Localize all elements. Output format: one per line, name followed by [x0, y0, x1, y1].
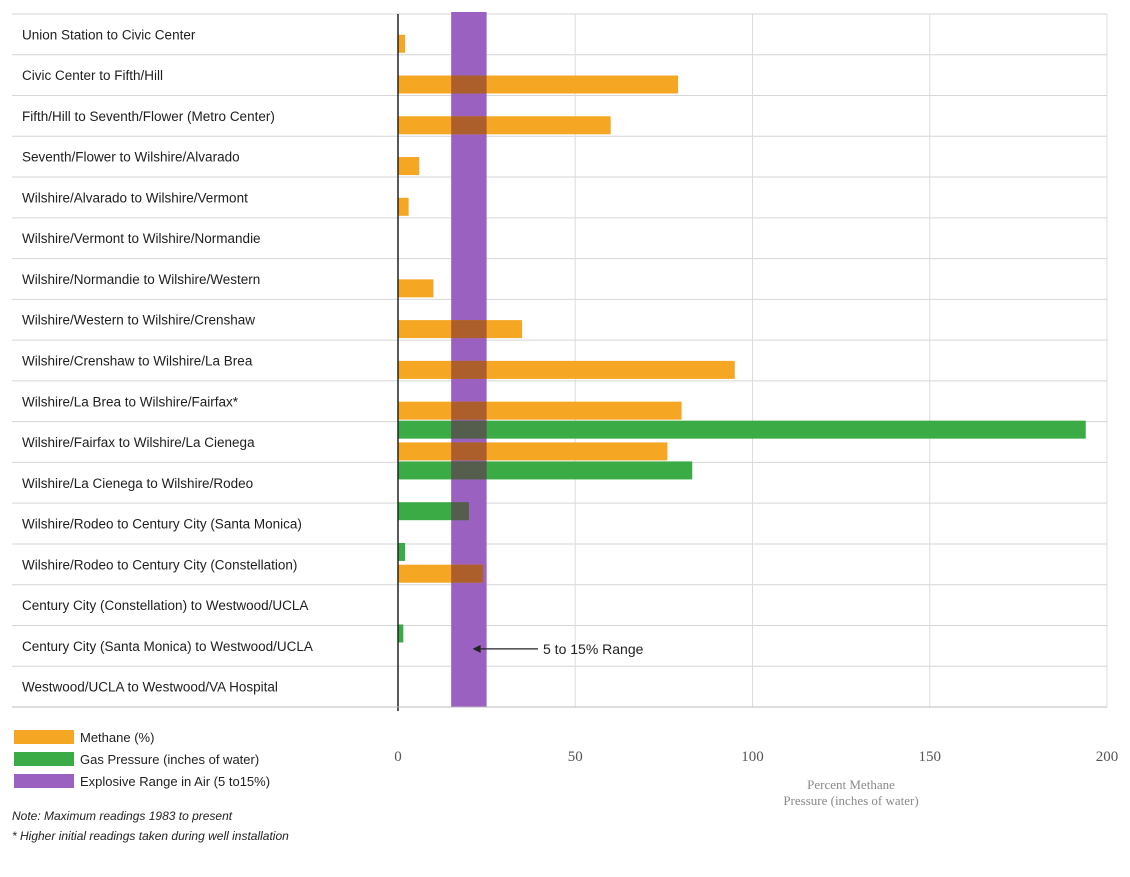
explosive-range-overlay: [451, 75, 487, 583]
category-label: Wilshire/Rodeo to Century City (Santa Mo…: [22, 517, 302, 532]
category-label: Wilshire/Western to Wilshire/Crenshaw: [22, 313, 255, 328]
category-label: Wilshire/La Cienega to Wilshire/Rodeo: [22, 476, 253, 491]
band-overlap: [451, 360, 487, 379]
x-tick-label: 100: [741, 749, 764, 765]
legend-label: Explosive Range in Air (5 to15%): [80, 774, 270, 789]
category-label: Wilshire/Crenshaw to Wilshire/La Brea: [22, 354, 253, 369]
category-label: Wilshire/La Brea to Wilshire/Fairfax*: [22, 394, 239, 409]
category-label: Wilshire/Fairfax to Wilshire/La Cienega: [22, 435, 255, 450]
methane-bar: [398, 360, 735, 379]
category-label: Seventh/Flower to Wilshire/Alvarado: [22, 150, 240, 165]
category-label: Fifth/Hill to Seventh/Flower (Metro Cent…: [22, 109, 275, 124]
legend-label: Methane (%): [80, 730, 154, 745]
band-overlap: [451, 502, 469, 521]
category-label: Union Station to Civic Center: [22, 27, 196, 42]
range-annotation-label: 5 to 15% Range: [543, 641, 644, 657]
category-label: Wilshire/Normandie to Wilshire/Western: [22, 272, 260, 287]
annotation-arrowhead: [472, 644, 481, 653]
methane-bar: [398, 442, 668, 461]
explosive-range-band: [451, 12, 487, 707]
bars: [398, 34, 1086, 643]
x-axis-title-line: Percent Methane: [807, 777, 895, 792]
note-initial-readings: * Higher initial readings taken during w…: [12, 829, 289, 843]
category-label: Century City (Santa Monica) to Westwood/…: [22, 639, 313, 654]
category-label: Wilshire/Alvarado to Wilshire/Vermont: [22, 190, 248, 205]
gas-pressure-bar: [398, 624, 404, 643]
chart-notes: Note: Maximum readings 1983 to present *…: [12, 806, 289, 846]
legend-swatch: [14, 752, 74, 766]
category-labels: Union Station to Civic Center Civic Cente…: [22, 27, 313, 694]
methane-bar: [398, 75, 679, 94]
methane-bar: [398, 157, 420, 176]
x-tick-labels: 0 50 100 150 200: [394, 749, 1118, 765]
x-tick-label: 200: [1096, 749, 1119, 765]
note-maximum-readings: Note: Maximum readings 1983 to present: [12, 809, 233, 823]
category-label: Wilshire/Rodeo to Century City (Constell…: [22, 557, 297, 572]
legend-swatch: [14, 730, 74, 744]
methane-bar: [398, 34, 406, 53]
category-label: Century City (Constellation) to Westwood…: [22, 598, 308, 613]
explosive-range-bar: [451, 12, 487, 707]
band-overlap: [451, 461, 487, 480]
band-overlap: [451, 564, 484, 583]
category-label: Westwood/UCLA to Westwood/VA Hospital: [22, 680, 278, 695]
band-overlap: [451, 75, 487, 94]
x-axis-title-line: Pressure (inches of water): [783, 793, 918, 808]
band-overlap: [451, 116, 487, 135]
gas-pressure-bar: [398, 542, 406, 561]
x-tick-label: 0: [394, 749, 402, 765]
legend: Methane (%) Gas Pressure (inches of water…: [14, 730, 270, 789]
range-annotation: 5 to 15% Range: [472, 641, 644, 657]
x-tick-label: 150: [919, 749, 942, 765]
band-overlap: [451, 401, 487, 420]
axes: [12, 14, 1107, 711]
band-overlap: [451, 320, 487, 339]
band-overlap: [451, 420, 487, 439]
legend-swatch: [14, 774, 74, 788]
gas-pressure-bar: [398, 461, 693, 480]
methane-bar: [398, 116, 611, 135]
legend-label: Gas Pressure (inches of water): [80, 752, 259, 767]
band-overlap: [451, 442, 487, 461]
methane-bar: [398, 401, 682, 420]
category-label: Wilshire/Vermont to Wilshire/Normandie: [22, 231, 261, 246]
gas-pressure-bar: [398, 420, 1086, 439]
category-label: Civic Center to Fifth/Hill: [22, 68, 163, 83]
x-tick-label: 50: [568, 749, 583, 765]
methane-bar: [398, 197, 409, 216]
methane-bar: [398, 279, 434, 298]
